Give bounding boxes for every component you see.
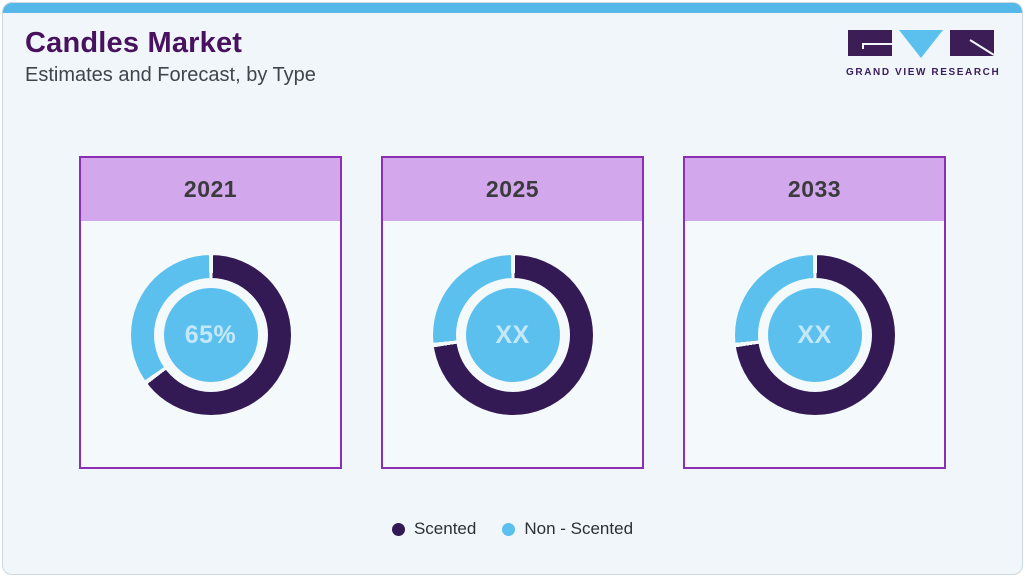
- legend-label-non-scented: Non - Scented: [524, 519, 634, 538]
- card-2033-year-label: 2033: [685, 158, 944, 221]
- legend-label-scented: Scented: [413, 519, 477, 538]
- card-2025-body: XX: [383, 221, 642, 467]
- grand-view-research-logo: GRAND VIEW RESEARCH: [846, 29, 1001, 78]
- chart-legend: Scented Non - Scented: [3, 519, 1022, 539]
- card-2033: 2033 XX: [683, 156, 946, 469]
- donut-value-label: XX: [495, 320, 530, 349]
- logo-wordmark: GRAND VIEW RESEARCH: [846, 67, 1001, 78]
- card-2025-year-label: 2025: [383, 158, 642, 221]
- legend-item-scented: Scented: [391, 519, 477, 539]
- donut-value-label: 65%: [184, 320, 237, 349]
- donut-chart-2033: XX: [734, 255, 895, 415]
- page-title: Candles Market: [25, 27, 243, 59]
- card-2025: 2025 XX: [381, 156, 644, 469]
- page-header: Candles Market Estimates and Forecast, b…: [3, 13, 1022, 87]
- donut-center: XX: [465, 288, 560, 382]
- donut-center: 65%: [163, 288, 258, 382]
- gvr-logo-icon: [848, 30, 995, 58]
- year-cards-row: 2021 65% 2025 XX: [3, 156, 1022, 469]
- card-2021-year-label: 2021: [81, 158, 340, 221]
- page-subtitle: Estimates and Forecast, by Type: [25, 64, 316, 86]
- legend-item-non-scented: Non - Scented: [502, 519, 633, 539]
- non-scented-color-dot-icon: [502, 522, 516, 536]
- donut-chart-2025: XX: [432, 255, 593, 415]
- scented-color-dot-icon: [391, 522, 405, 536]
- donut-center: XX: [767, 288, 862, 382]
- donut-chart-2021: 65%: [130, 255, 291, 415]
- card-2021: 2021 65%: [79, 156, 342, 469]
- donut-value-label: XX: [797, 320, 832, 349]
- top-accent-bar: [3, 3, 1022, 13]
- card-2033-body: XX: [685, 221, 944, 467]
- card-2021-body: 65%: [81, 221, 340, 467]
